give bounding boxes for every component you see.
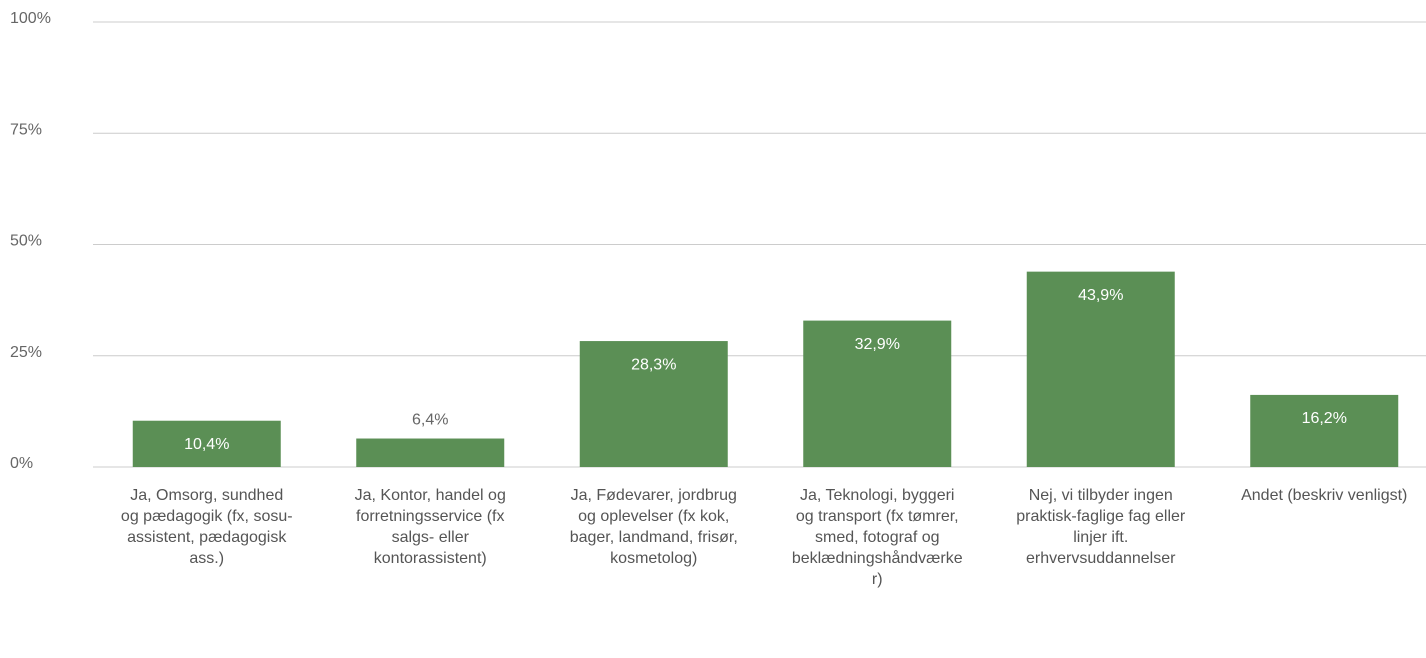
value-label: 43,9%: [1078, 287, 1123, 304]
y-tick-label: 25%: [10, 344, 42, 361]
x-tick-label: Andet (beskriv venligst): [1241, 487, 1408, 504]
value-label: 28,3%: [631, 356, 676, 373]
x-tick-label: Nej, vi tilbyder ingen praktisk-faglige …: [1016, 487, 1186, 567]
x-tick-label: Ja, Fødevarer, jordbrug og oplevelser (f…: [569, 487, 738, 567]
y-tick-label: 75%: [10, 121, 42, 138]
x-tick-label: Ja, Kontor, handel og forretningsservice…: [354, 487, 506, 567]
bar: [1026, 271, 1175, 467]
value-label: 10,4%: [184, 436, 229, 453]
y-tick-label: 50%: [10, 233, 42, 250]
value-label: 16,2%: [1302, 410, 1347, 427]
x-tick-label: Ja, Teknologi, byggeri og transport (fx …: [791, 487, 963, 588]
bar: [132, 420, 281, 467]
y-tick-label: 0%: [10, 455, 33, 472]
y-tick-label: 100%: [10, 10, 51, 27]
value-label: 32,9%: [855, 336, 900, 353]
value-label: 6,4%: [412, 412, 448, 429]
bar: [579, 341, 728, 467]
bar: [1250, 394, 1399, 467]
bar: [803, 320, 952, 467]
x-tick-label: Ja, Omsorg, sundhed og pædagogik (fx, so…: [120, 487, 293, 567]
bar: [356, 438, 505, 467]
